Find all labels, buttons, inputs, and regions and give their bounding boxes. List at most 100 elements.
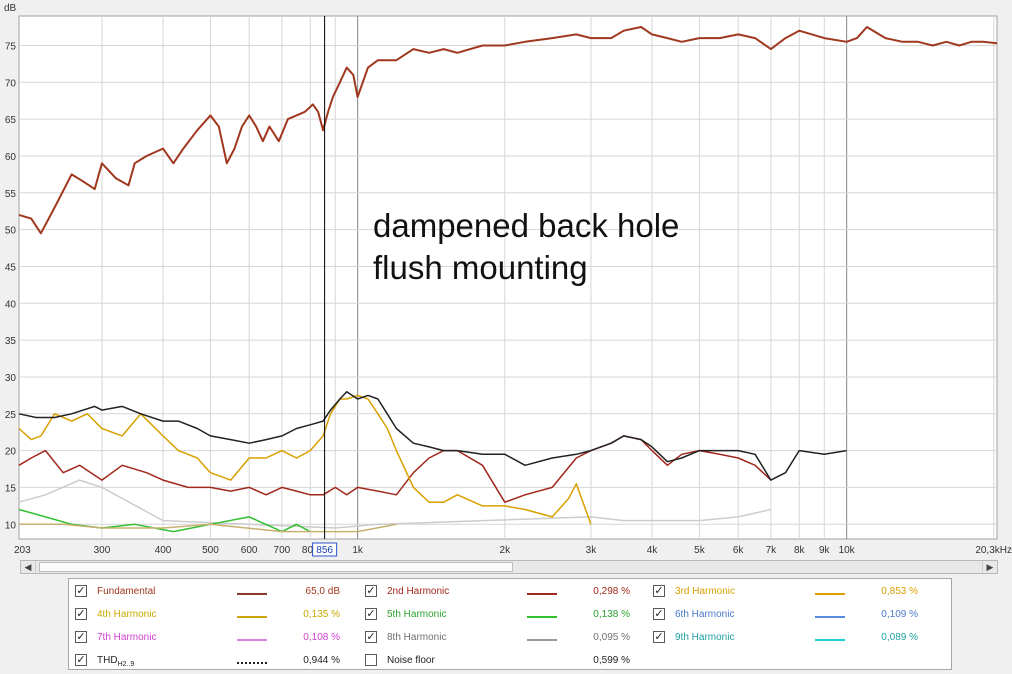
y-tick-label: 10: [5, 520, 17, 531]
legend-value: 0,853 %: [881, 586, 918, 597]
y-axis-unit-label: dB: [4, 3, 17, 14]
legend-checkbox[interactable]: ✓: [75, 608, 87, 620]
x-tick-label: 203: [14, 545, 31, 556]
scroll-left-arrow-icon[interactable]: ◀: [21, 561, 36, 573]
legend-item: ✓ 9th Harmonic 0,089 %: [653, 630, 933, 648]
y-tick-label: 40: [5, 299, 17, 310]
legend-value: 0,298 %: [593, 586, 630, 597]
y-tick-label: 30: [5, 373, 17, 384]
y-tick-label: 65: [5, 115, 17, 126]
x-tick-label: 1k: [352, 545, 364, 556]
legend-checkbox[interactable]: ✓: [653, 585, 665, 597]
annotation-text: flush mounting: [373, 249, 588, 286]
x-tick-label: 6k: [733, 545, 745, 556]
legend-line-swatch: [237, 616, 267, 618]
legend-series-name: Noise floor: [387, 655, 435, 666]
legend-line-swatch: [237, 662, 267, 664]
x-tick-label: 4k: [647, 545, 659, 556]
x-tick-label: 300: [94, 545, 111, 556]
x-tick-label: 3k: [586, 545, 598, 556]
legend-item: ✓ 7th Harmonic 0,108 %: [75, 630, 355, 648]
frequency-response-chart[interactable]: 10 15 20 25 30 35 40 45 50 55 60 65 70 75 dB 203 300 400 5…: [0, 0, 1012, 560]
legend-item: ✓ THDH2..9 0,944 %: [75, 653, 355, 671]
x-tick-label: 8k: [794, 545, 806, 556]
legend-item: ✓ Fundamental 65,0 dB: [75, 584, 355, 602]
legend-checkbox[interactable]: [365, 654, 377, 666]
series-line-3: [18, 394, 592, 525]
legend-series-name: Fundamental: [97, 586, 156, 597]
series-line-6: [18, 508, 311, 533]
y-tick-label: 55: [5, 189, 17, 200]
cursor-marker: [312, 542, 338, 557]
legend-series-name: THDH2..9: [97, 655, 135, 668]
legend-line-swatch: [815, 593, 845, 595]
y-tick-label: 35: [5, 336, 17, 347]
legend-checkbox[interactable]: ✓: [653, 608, 665, 620]
legend-series-name: 5th Harmonic: [387, 609, 447, 620]
legend-checkbox[interactable]: ✓: [365, 608, 377, 620]
x-tick-label: 600: [241, 545, 258, 556]
legend-value: 0,089 %: [881, 632, 918, 643]
legend-item: Noise floor 0,599 %: [365, 653, 645, 671]
x-tick-label: 20,3kHz: [975, 545, 1012, 556]
series-line-1: [18, 26, 998, 235]
x-tick-label: 2k: [500, 545, 512, 556]
legend-value: 0,944 %: [303, 655, 340, 666]
legend-series-name: 4th Harmonic: [97, 609, 157, 620]
x-tick-label: 700: [274, 545, 291, 556]
legend-item: ✓ 2nd Harmonic 0,298 %: [365, 584, 645, 602]
scroll-right-arrow-icon[interactable]: ▶: [982, 561, 997, 573]
y-tick-label: 60: [5, 152, 17, 163]
annotation-text: dampened back hole: [373, 207, 679, 244]
series-line-2: [18, 390, 847, 481]
legend-line-swatch: [237, 639, 267, 641]
legend-value: 0,138 %: [593, 609, 630, 620]
y-tick-label: 50: [5, 226, 17, 237]
series-line-4: [18, 435, 772, 503]
legend-line-swatch: [527, 593, 557, 595]
x-tick-label: 500: [202, 545, 219, 556]
legend-checkbox[interactable]: ✓: [75, 585, 87, 597]
legend-series-name: 6th Harmonic: [675, 609, 735, 620]
legend-checkbox[interactable]: ✓: [75, 654, 87, 666]
y-tick-label: 45: [5, 262, 17, 273]
legend-value: 0,599 %: [593, 655, 630, 666]
horizontal-scrollbar[interactable]: ◀ ▶: [20, 560, 998, 574]
legend-item: ✓ 6th Harmonic 0,109 %: [653, 607, 933, 625]
y-tick-label: 15: [5, 483, 17, 494]
y-tick-label: 70: [5, 78, 17, 89]
scrollbar-thumb[interactable]: [39, 562, 513, 572]
x-tick-label: 7k: [766, 545, 778, 556]
legend-item: ✓ 8th Harmonic 0,095 %: [365, 630, 645, 648]
legend-line-swatch: [527, 639, 557, 641]
legend-series-name: 8th Harmonic: [387, 632, 447, 643]
legend-series-name: 9th Harmonic: [675, 632, 735, 643]
legend-item: ✓ 3rd Harmonic 0,853 %: [653, 584, 933, 602]
legend-value: 0,109 %: [881, 609, 918, 620]
legend-checkbox[interactable]: ✓: [653, 631, 665, 643]
x-tick-label: 10k: [839, 545, 856, 556]
legend-value: 0,108 %: [303, 632, 340, 643]
legend-series-name: 7th Harmonic: [97, 632, 157, 643]
y-tick-label: 20: [5, 447, 17, 458]
x-tick-label: 5k: [694, 545, 706, 556]
y-tick-label: 25: [5, 410, 17, 421]
legend-line-swatch: [527, 616, 557, 618]
legend-checkbox[interactable]: ✓: [75, 631, 87, 643]
cursor-frequency-label: 856: [316, 545, 333, 556]
series-line-5: [19, 523, 397, 533]
legend-value: 65,0 dB: [305, 586, 340, 597]
legend-checkbox[interactable]: ✓: [365, 585, 377, 597]
legend-line-swatch: [237, 593, 267, 595]
legend-item: ✓ 5th Harmonic 0,138 %: [365, 607, 645, 625]
legend-series-name: 2nd Harmonic: [387, 586, 450, 597]
x-tick-label: 9k: [819, 545, 831, 556]
series-line-7: [18, 479, 772, 529]
legend-value: 0,135 %: [303, 609, 340, 620]
legend-panel: ✓ Fundamental 65,0 dB ✓ 2nd Harmonic 0,298 % ✓…: [68, 578, 952, 670]
y-tick-label: 75: [5, 41, 17, 52]
legend-checkbox[interactable]: ✓: [365, 631, 377, 643]
x-tick-label: 400: [155, 545, 172, 556]
legend-series-name: 3rd Harmonic: [675, 586, 736, 597]
legend-line-swatch: [815, 639, 845, 641]
